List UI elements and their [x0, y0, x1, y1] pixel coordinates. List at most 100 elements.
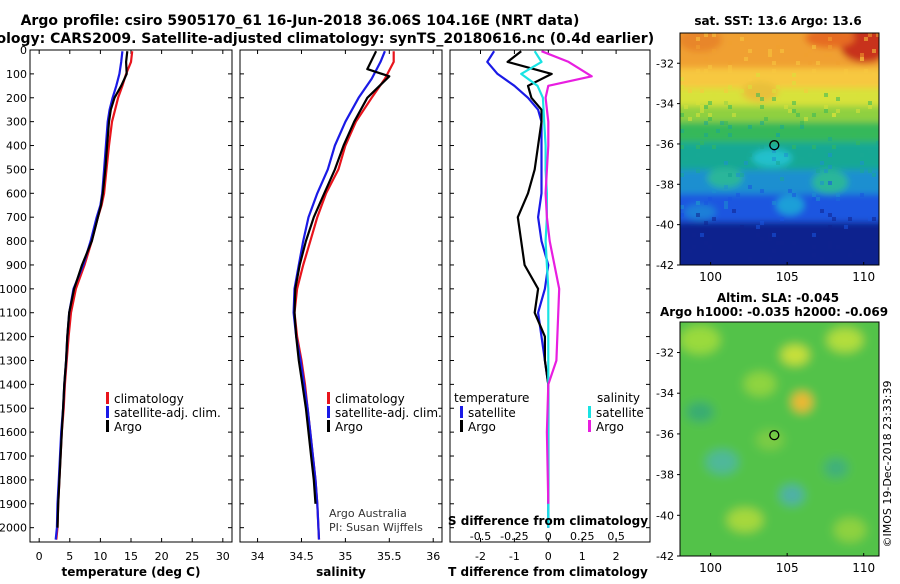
sst-pixel [800, 125, 804, 129]
sst-pixel [836, 61, 840, 65]
sst-pixel [772, 89, 776, 93]
sst-pixel [756, 73, 760, 77]
sst-pixel [696, 81, 700, 85]
sst-pixel [828, 241, 832, 245]
sst-pixel [828, 213, 832, 217]
sst-pixel [812, 45, 816, 49]
depth-tick-label: 100 [6, 68, 27, 81]
sst-pixel [828, 37, 832, 41]
sst-pixel [776, 85, 780, 89]
temperature-axis-label: temperature (deg C) [62, 565, 201, 579]
sst-pixel [756, 93, 760, 97]
sst-pixel [816, 61, 820, 65]
x-tick-label: 30 [216, 550, 230, 563]
sst-pixel [868, 105, 872, 109]
sst-pixel [680, 173, 684, 177]
sst-pixel [760, 145, 764, 149]
sst-pixel [760, 237, 764, 241]
depth-tick-label: 1200 [0, 331, 27, 344]
sst-pixel [812, 97, 816, 101]
sst-pixel [772, 233, 776, 237]
x-tick-label: 2 [613, 550, 620, 563]
sst-pixel [852, 181, 856, 185]
sst-pixel [824, 105, 828, 109]
x-tick-label: 34.5 [289, 550, 314, 563]
credit-line-1: Argo Australia [329, 507, 407, 520]
sst-pixel [744, 161, 748, 165]
legend-swatch-s-satellite [588, 406, 591, 418]
sst-pixel [700, 105, 704, 109]
sst-pixel [796, 61, 800, 65]
sst-pixel [700, 141, 704, 145]
sst-pixel [872, 133, 876, 137]
sst-pixel [788, 181, 792, 185]
depth-tick-label: 300 [6, 116, 27, 129]
sst-pixel [792, 97, 796, 101]
sst-pixel [772, 149, 776, 153]
depth-tick-label: 400 [6, 140, 27, 153]
sst-pixel [744, 37, 748, 41]
sst-pixel [776, 161, 780, 165]
sst-pixel [740, 37, 744, 41]
sst-pixel [864, 37, 868, 41]
sst-pixel [836, 261, 840, 265]
sst-pixel [780, 125, 784, 129]
sst-pixel [784, 105, 788, 109]
sst-pixel [808, 61, 812, 65]
sst-pixel [692, 129, 696, 133]
sst-pixel [792, 145, 796, 149]
legend-label-t-argo: Argo [468, 420, 496, 434]
sst-pixel [824, 93, 828, 97]
sst-pixel [824, 53, 828, 57]
sst-pixel [776, 45, 780, 49]
sst-pixel [708, 101, 712, 105]
sst-pixel [828, 181, 832, 185]
sst-pixel [680, 145, 684, 149]
sst-pixel [872, 245, 876, 249]
sst-pixel [812, 197, 816, 201]
sst-pixel [868, 149, 872, 153]
series-line-satellite [486, 50, 550, 528]
sst-pixel [708, 117, 712, 121]
sst-pixel [748, 125, 752, 129]
series-line-satellite [292, 50, 386, 540]
imos-timestamp: ©IMOS 19-Dec-2018 23:33:39 [881, 381, 894, 548]
sst-pixel [728, 133, 732, 137]
sst-pixel [704, 241, 708, 245]
sst-pixel [684, 157, 688, 161]
sst-pixel [700, 109, 704, 113]
sst-pixel [772, 69, 776, 73]
sst-pixel [836, 109, 840, 113]
series-line-argo [293, 50, 391, 504]
sst-pixel [680, 213, 684, 217]
sst-pixel [784, 153, 788, 157]
sst-pixel [804, 89, 808, 93]
sst-pixel [836, 97, 840, 101]
sst-pixel [844, 69, 848, 73]
legend-swatch-satellite [327, 406, 330, 418]
sst-pixel [748, 153, 752, 157]
x-tick-label: 34 [251, 550, 265, 563]
sst-pixel [712, 33, 716, 37]
sst-pixel [820, 161, 824, 165]
sst-pixel [856, 141, 860, 145]
depth-tick-label: 1500 [0, 402, 27, 415]
sst-pixel [708, 113, 712, 117]
x-tick-label: 36 [426, 550, 440, 563]
x-tick-label: 10 [93, 550, 107, 563]
depth-tick-label: 200 [6, 92, 27, 105]
sst-pixel [776, 241, 780, 245]
sst-pixel [760, 121, 764, 125]
sst-pixel [812, 253, 816, 257]
sst-pixel [680, 113, 684, 117]
sst-pixel [848, 217, 852, 221]
legend-label-satellite: satellite-adj. clim. [335, 406, 442, 420]
x-tick-label: 0 [545, 550, 552, 563]
sst-pixel [704, 57, 708, 61]
sst-pixel [772, 157, 776, 161]
sst-pixel [748, 85, 752, 89]
sst-pixel [696, 201, 700, 205]
sst-pixel [736, 33, 740, 37]
sst-pixel [776, 133, 780, 137]
sst-pixel [780, 217, 784, 221]
